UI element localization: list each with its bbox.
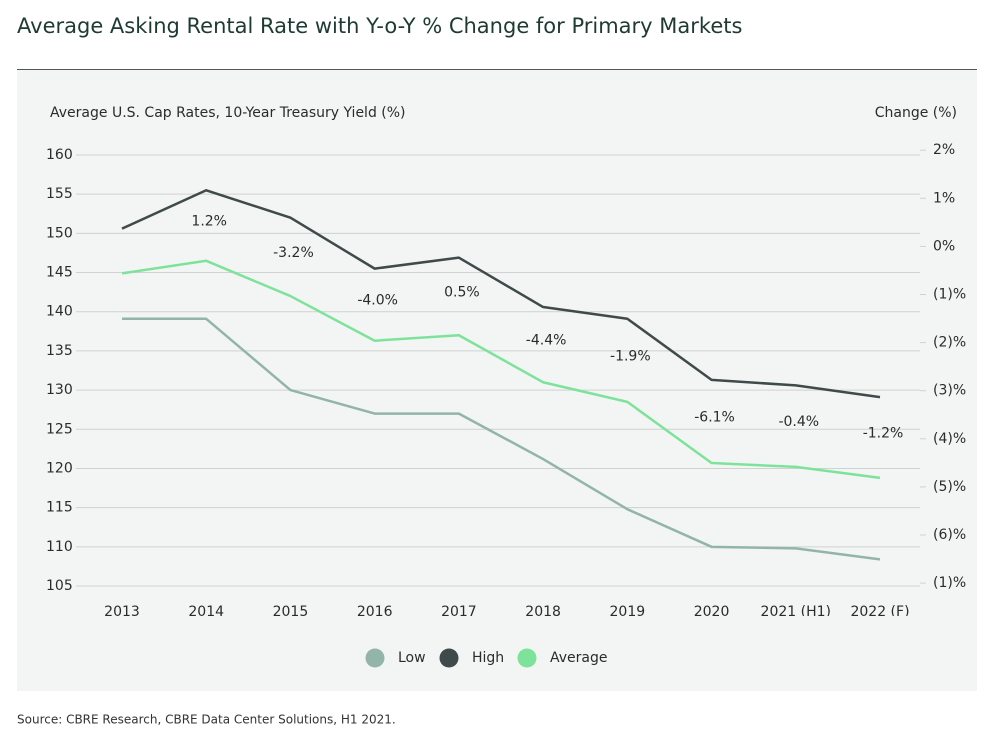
- y-tick-label: 120: [46, 460, 73, 476]
- legend-swatch: [365, 648, 385, 668]
- y-tick-label: 110: [46, 539, 73, 555]
- y-tick-label: 105: [46, 578, 73, 594]
- y2-tick-label: 0%: [933, 238, 955, 254]
- y-tick-label: 135: [46, 343, 73, 359]
- y-tick-label: 155: [46, 186, 73, 202]
- change-label: -3.2%: [273, 245, 314, 261]
- change-label: -0.4%: [778, 414, 819, 430]
- series-line: [121, 189, 881, 399]
- change-label: -1.9%: [610, 348, 651, 364]
- y2-tick-label: (4)%: [933, 431, 966, 447]
- x-tick-label: 2022 (F): [850, 604, 909, 620]
- y2-tick-label: 2%: [933, 142, 955, 158]
- x-tick-label: 2021 (H1): [761, 604, 831, 620]
- plot-panel: [17, 70, 977, 691]
- legend-swatch: [439, 648, 459, 668]
- legend-swatch: [517, 648, 537, 668]
- x-tick-label: 2018: [525, 604, 561, 620]
- x-tick-label: 2015: [273, 604, 309, 620]
- y-tick-label: 140: [46, 304, 73, 320]
- y2-tick-label: (1)%: [933, 575, 966, 591]
- y-tick-label: 125: [46, 421, 73, 437]
- change-label: -4.0%: [357, 293, 398, 309]
- y2-tick-label: (6)%: [933, 527, 966, 543]
- category-labels: 2013 2014 2015 2016 2017 2018 2019 2020 2021 (H1…: [104, 604, 909, 620]
- change-label: -1.2%: [863, 426, 904, 442]
- chart-title: Average Asking Rental Rate with Y-o-Y % …: [17, 14, 742, 38]
- legend-label: Low: [398, 650, 426, 666]
- y-tick-label: 130: [46, 382, 73, 398]
- source-note: Source: CBRE Research, CBRE Data Center …: [17, 713, 396, 727]
- series-line: [121, 259, 881, 480]
- y2-tick-label: (1)%: [933, 286, 966, 302]
- y2-tick-label: (5)%: [933, 479, 966, 495]
- series-line: [122, 317, 881, 561]
- change-label: 1.2%: [191, 214, 227, 230]
- x-tick-label: 2013: [104, 604, 140, 620]
- legend-label: Average: [550, 650, 608, 666]
- y2-axis-label: Change (%): [875, 105, 957, 121]
- y2-tick-label: (3)%: [933, 383, 966, 399]
- y2-tick-label: 1%: [933, 190, 955, 206]
- change-label: -4.4%: [526, 333, 567, 349]
- y-tick-label: 160: [46, 147, 73, 163]
- y-tick-label: 145: [46, 265, 73, 281]
- x-tick-label: 2020: [694, 604, 730, 620]
- legend-label: High: [472, 650, 504, 666]
- x-tick-label: 2014: [188, 604, 224, 620]
- change-label: -6.1%: [694, 409, 735, 425]
- y-axis-label: Average U.S. Cap Rates, 10-Year Treasury…: [50, 105, 406, 121]
- x-tick-label: 2016: [357, 604, 393, 620]
- change-label: 0.5%: [444, 284, 480, 300]
- y2-tick-label: (2)%: [933, 335, 966, 351]
- x-tick-label: 2017: [441, 604, 477, 620]
- x-tick-label: 2019: [610, 604, 646, 620]
- y-tick-label: 150: [46, 225, 73, 241]
- y-tick-label: 115: [46, 500, 73, 516]
